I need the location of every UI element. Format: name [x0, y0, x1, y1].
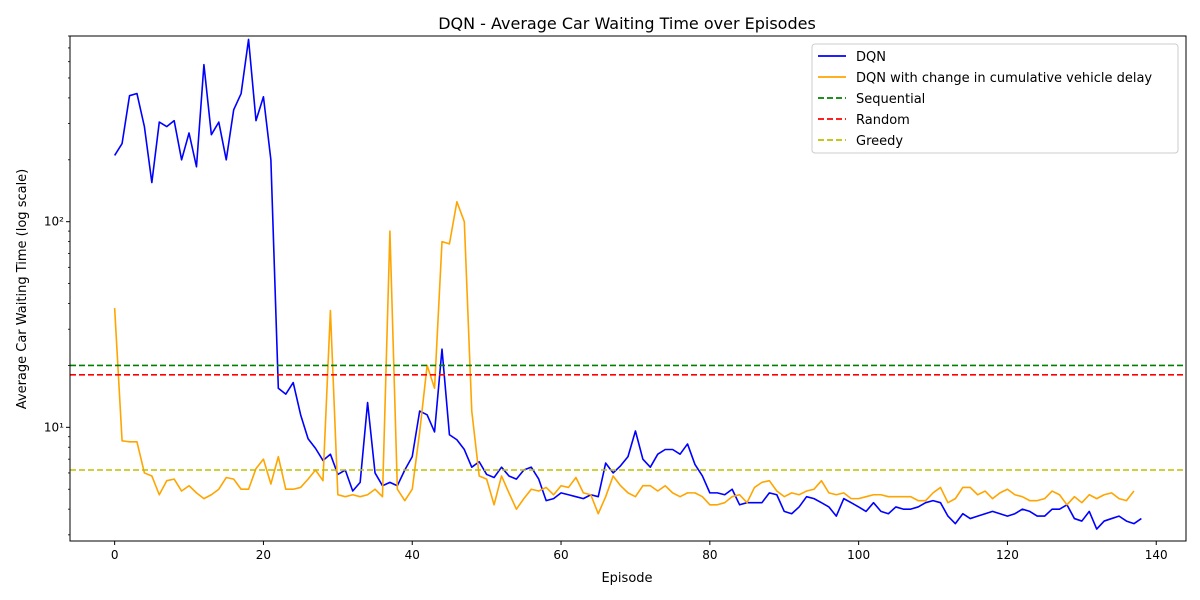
y-axis-label: Average Car Waiting Time (log scale): [15, 169, 30, 410]
x-axis-label: Episode: [601, 571, 652, 586]
x-tick-label: 120: [996, 548, 1019, 562]
series-line-dqn: [113, 38, 1142, 530]
x-tick-label: 0: [111, 548, 119, 562]
legend: DQN DQN with change in cumulative vehicle…: [811, 43, 1179, 154]
y-tick-label: 10²: [44, 215, 64, 229]
plot-frame: [69, 35, 1187, 542]
chart-title: DQN - Average Car Waiting Time over Epis…: [438, 14, 816, 33]
legend-label-sequential: Sequential: [856, 92, 925, 107]
legend-box: [811, 43, 1179, 154]
plot-area: [70, 38, 1186, 530]
legend-label-random: Random: [856, 113, 910, 128]
legend-label-dqn-with-change-in-cumulative-vehicle-delay: DQN with change in cumulative vehicle de…: [856, 71, 1152, 86]
y-tick-label: 10¹: [44, 420, 64, 434]
x-tick-label: 60: [553, 548, 568, 562]
x-tick-label: 140: [1145, 548, 1168, 562]
legend-label-dqn: DQN: [856, 50, 886, 65]
x-tick-label: 100: [847, 548, 870, 562]
y-axis: 10¹ 10²: [44, 35, 70, 536]
series-line-dqn-with-change-in-cumulative-vehicle-delay: [113, 200, 1135, 515]
x-tick-label: 40: [405, 548, 420, 562]
x-tick-label: 80: [702, 548, 717, 562]
legend-label-greedy: Greedy: [856, 134, 903, 149]
x-axis: 0 20 40 60 80 100 120 140: [111, 541, 1168, 562]
x-tick-label: 20: [256, 548, 271, 562]
